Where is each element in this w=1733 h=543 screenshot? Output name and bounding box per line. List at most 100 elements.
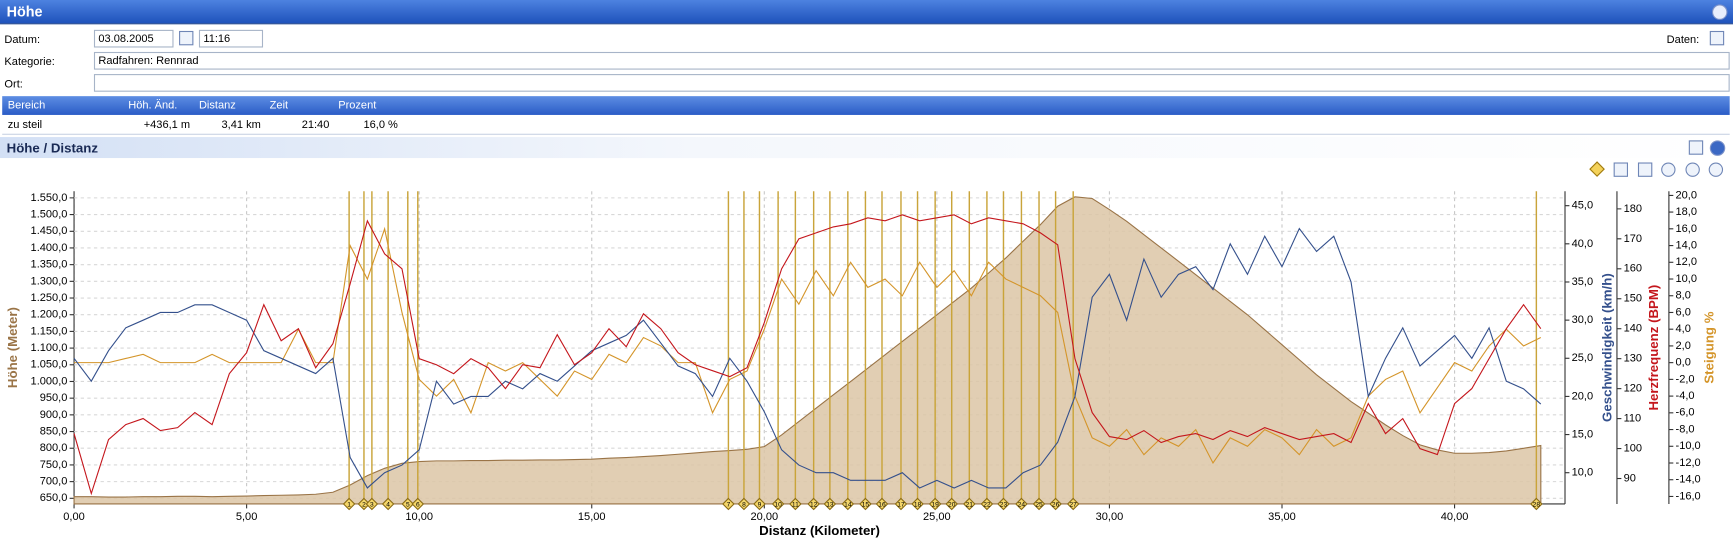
y-tick-label: 8,0 (1676, 290, 1691, 302)
table-cell: zu steil (7, 119, 43, 132)
y-tick-label: -14,0 (1676, 474, 1701, 486)
y-tick-label: 130 (1624, 353, 1642, 365)
y-tick-label: -12,0 (1676, 457, 1701, 469)
panel-title: Höhe / Distanz (6, 140, 99, 156)
place-field[interactable] (93, 74, 1730, 92)
y-tick-label: 800,0 (40, 442, 68, 454)
marker-diamond (342, 497, 356, 511)
marker-label: 22 (983, 501, 991, 508)
marker-label: 8 (742, 501, 746, 508)
column-header[interactable]: Bereich (7, 99, 46, 112)
y-tick-label: 1.300,0 (31, 275, 68, 287)
category-label: Kategorie: (4, 56, 55, 69)
y-axis-title: Höhe (Meter) (5, 307, 20, 388)
y-tick-label: 1.400,0 (31, 242, 68, 254)
chart-tool[interactable] (1613, 162, 1629, 177)
marker-label: 1 (347, 501, 351, 508)
chart: 0,00 5,00 10,00 15,00 20,00 25,00 30,00 35,00 40… (5, 189, 1717, 538)
y-tick-label: 100 (1624, 442, 1642, 454)
marker-label: 13 (826, 501, 834, 508)
marker-diamond (807, 497, 820, 511)
y-tick-label: -10,0 (1676, 440, 1701, 452)
marker-label: 3 (370, 501, 374, 508)
marker-label: 24 (1018, 501, 1026, 508)
layout-button[interactable] (1688, 140, 1704, 155)
y-tick-label: 1.550,0 (31, 192, 68, 204)
y-tick-label: 14,0 (1676, 239, 1698, 251)
date-label: Datum: (4, 34, 41, 47)
marker-diamond (1066, 497, 1080, 511)
marker-label: 21 (966, 501, 974, 508)
marker-diamond (841, 497, 855, 511)
marker-diamond (911, 497, 924, 511)
save-tool[interactable] (1637, 162, 1653, 177)
y-tick-label: 10,0 (1572, 467, 1594, 479)
zoom-in-tool[interactable] (1708, 162, 1724, 177)
x-tick-label: 5,00 (236, 511, 258, 523)
y-tick-label: 25,0 (1572, 352, 1594, 364)
table-header: Bereich Höh. Änd. Distanz Zeit Prozent (2, 96, 1730, 115)
marker-label: 27 (1070, 501, 1078, 508)
marker-diamond (928, 497, 942, 511)
marker-diamond (823, 497, 837, 511)
panel-header: Höhe / Distanz (0, 137, 1733, 159)
y-tick-label: -16,0 (1676, 490, 1701, 502)
data-button[interactable] (1709, 30, 1725, 46)
y-tick-label: 30,0 (1572, 314, 1594, 326)
collapse-button[interactable] (1709, 140, 1726, 156)
marker-label: 4 (386, 501, 390, 508)
marker-label: 2 (362, 501, 366, 508)
y-tick-label: 110 (1624, 413, 1642, 425)
calendar-button[interactable] (179, 30, 194, 46)
marker-diamond (365, 497, 379, 511)
marker-label: 11 (792, 501, 799, 508)
y-tick-label: 1.150,0 (31, 325, 68, 337)
marker-diamond (1015, 497, 1028, 511)
y-tick-label: 6,0 (1676, 306, 1691, 318)
y-tick-label: 20,0 (1572, 390, 1594, 402)
marker-diamond (894, 497, 908, 511)
settings-tool[interactable] (1661, 162, 1676, 177)
collapse-button[interactable] (1712, 4, 1728, 20)
area (73, 196, 1542, 505)
x-tick-label: 30,00 (1096, 511, 1124, 523)
line (73, 214, 1542, 496)
line (73, 227, 1542, 489)
marker-diamond (381, 497, 395, 511)
column-header[interactable]: Prozent (338, 99, 377, 112)
y-tick-label: 700,0 (40, 476, 68, 488)
y-tick-label: 170 (1624, 233, 1642, 245)
marker-label: 10 (774, 501, 782, 508)
marker-label: 18 (914, 501, 922, 508)
y-tick-label: 180 (1624, 203, 1642, 215)
marker-label: 20 (948, 501, 956, 508)
table-row[interactable]: zu steil +436,1 m 3,41 km 21:40 16,0 % (2, 116, 1730, 135)
marker-diamond (753, 497, 766, 511)
y-tick-label: 900,0 (40, 409, 68, 421)
y-tick-label: 35,0 (1572, 276, 1594, 288)
y-tick-label: 4,0 (1676, 323, 1691, 335)
x-axis-title: Distanz (Kilometer) (759, 523, 880, 538)
line (74, 226, 1542, 465)
y-tick-label: 1.350,0 (31, 259, 68, 271)
time-field[interactable]: 11:16 (198, 29, 264, 48)
window-title: Höhe (6, 3, 43, 20)
marker-label: 12 (810, 501, 818, 508)
marker-diamond (963, 497, 976, 511)
y-tick-label: -4,0 (1676, 390, 1695, 402)
y-tick-label: 1.450,0 (31, 225, 68, 237)
y-tick-label: 10,0 (1676, 273, 1698, 285)
column-header[interactable]: Zeit (269, 99, 289, 112)
marker-label: 23 (1000, 501, 1008, 508)
x-tick-label: 40,00 (1441, 511, 1469, 523)
column-header[interactable]: Höh. Änd. (128, 99, 178, 112)
column-header[interactable]: Distanz (198, 99, 236, 112)
category-field[interactable]: Radfahren: Rennrad (93, 51, 1730, 70)
data-label: Daten: (1666, 34, 1700, 47)
zoom-out-tool[interactable] (1685, 162, 1700, 177)
y-tick-label: 15,0 (1572, 428, 1594, 440)
date-field[interactable]: 03.08.2005 (93, 29, 174, 48)
y-tick-label: -2,0 (1676, 373, 1695, 385)
marker-diamond (997, 497, 1010, 511)
marker-label: 16 (878, 501, 886, 508)
